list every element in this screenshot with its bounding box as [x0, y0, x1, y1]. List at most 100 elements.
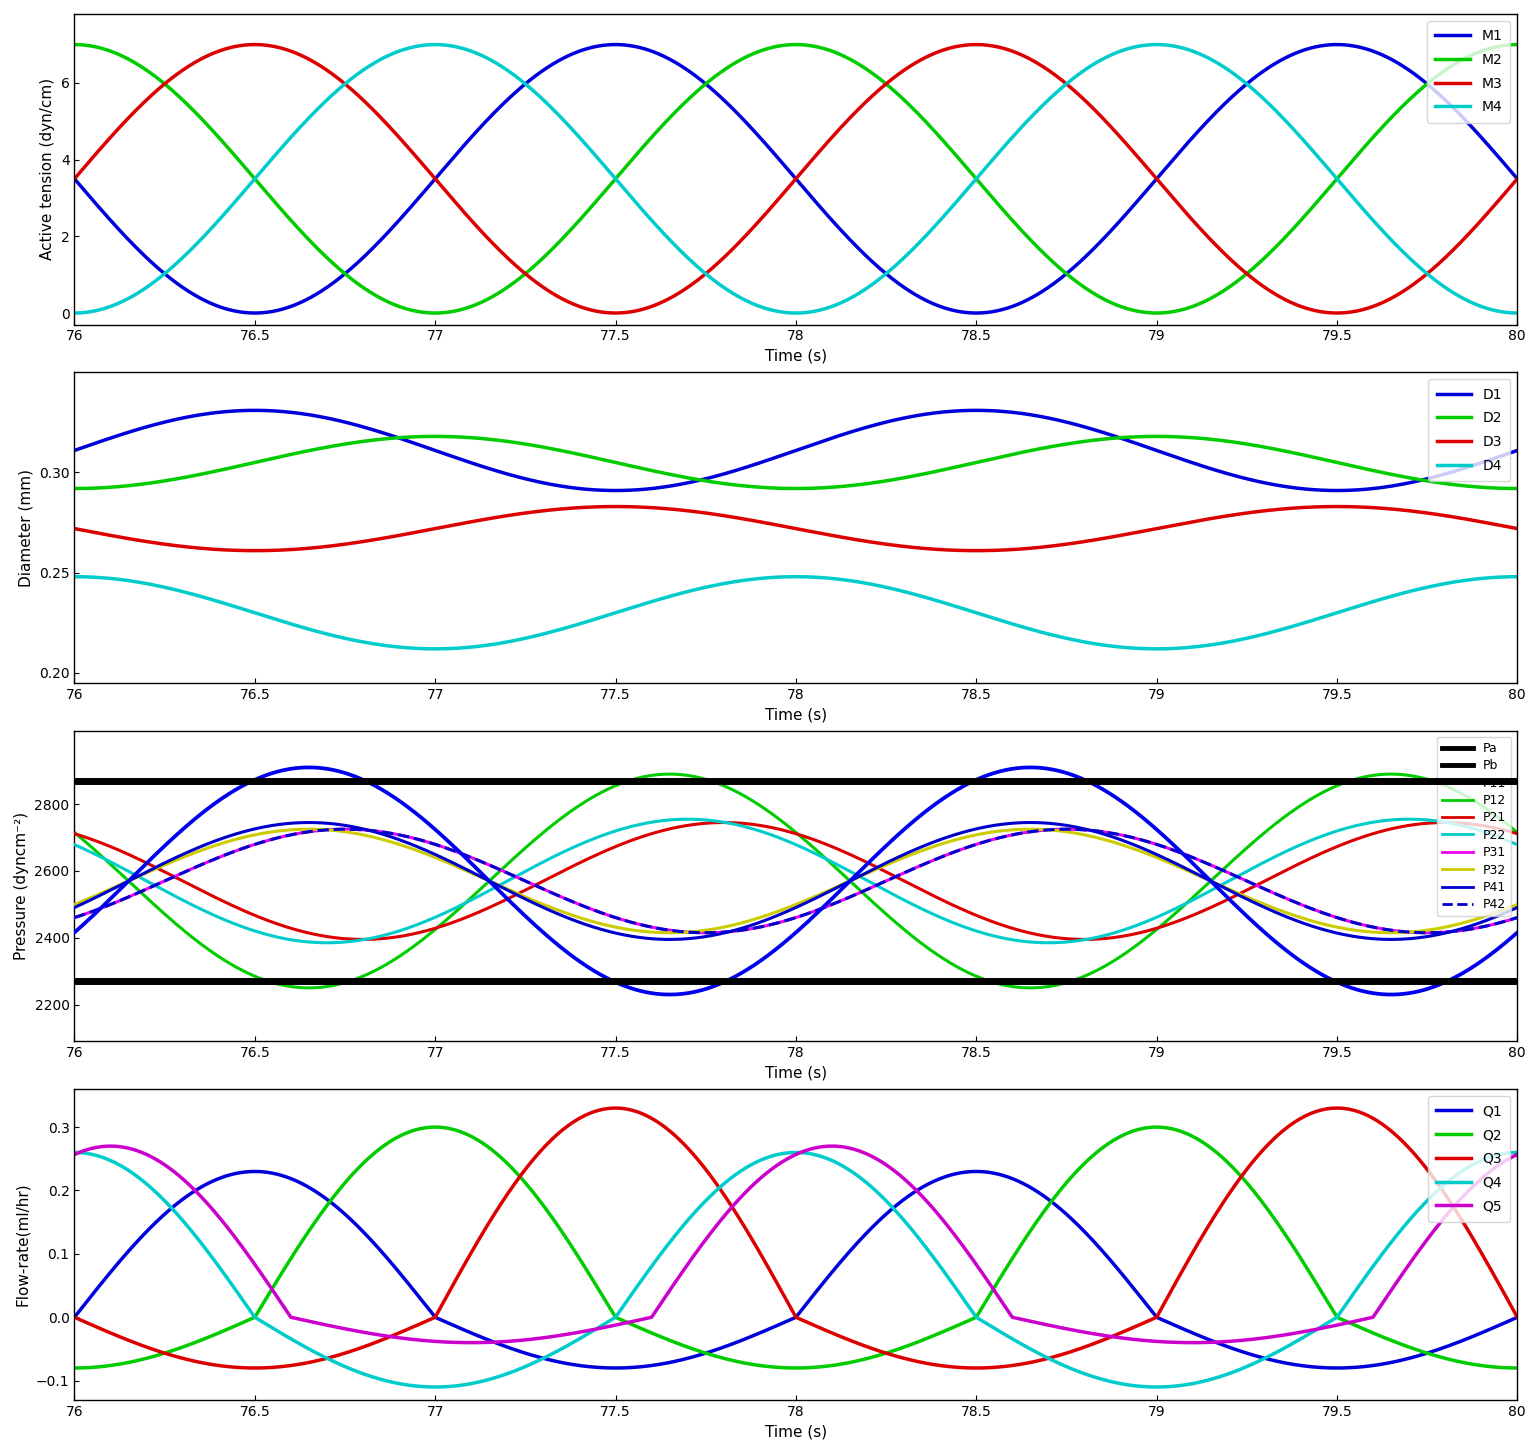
X-axis label: Time (s): Time (s): [765, 708, 827, 722]
D3: [930, 541, 949, 558]
Q2: [65, 1359, 83, 1376]
D2: [616, 456, 634, 474]
M2: [1004, 212, 1023, 230]
M4: [65, 304, 83, 321]
Q4: [65, 1144, 83, 1161]
Q5: [616, 1314, 634, 1331]
D1: [1004, 404, 1023, 421]
Line: M1: M1: [74, 45, 1517, 312]
M3: [328, 68, 346, 86]
Q2: [1004, 1248, 1023, 1266]
M1: [1143, 176, 1161, 193]
D2: [1004, 446, 1023, 464]
M1: [616, 36, 634, 54]
D2: [1143, 427, 1161, 445]
D2: [1252, 437, 1270, 455]
Legend: Pa, Pb, P11, P12, P21, P22, P31, P32, P41, P42: Pa, Pb, P11, P12, P21, P22, P31, P32, P4…: [1437, 737, 1511, 917]
M3: [1327, 304, 1346, 321]
D1: [245, 401, 263, 418]
Q2: [616, 1314, 634, 1331]
Q1: [616, 1359, 634, 1376]
Q4: [930, 1257, 949, 1274]
M4: [930, 212, 949, 230]
D1: [930, 404, 949, 421]
D3: [245, 542, 263, 559]
M4: [1508, 304, 1526, 321]
Legend: M1, M2, M3, M4: M1, M2, M3, M4: [1428, 20, 1511, 122]
D1: [1252, 474, 1270, 491]
Q2: [1508, 1359, 1526, 1376]
Line: Q4: Q4: [74, 1152, 1517, 1388]
Q5: [65, 1146, 83, 1164]
M4: [616, 182, 634, 199]
D3: [1508, 520, 1526, 538]
M3: [930, 42, 949, 60]
Q5: [1143, 1332, 1161, 1350]
M2: [427, 304, 445, 321]
X-axis label: Time (s): Time (s): [765, 1424, 827, 1438]
Line: M2: M2: [74, 45, 1517, 312]
M2: [930, 128, 949, 145]
D3: [1252, 503, 1270, 520]
D3: [1004, 541, 1023, 558]
D3: [1327, 498, 1346, 516]
Line: M4: M4: [74, 45, 1517, 312]
Q1: [245, 1162, 263, 1180]
Line: Q1: Q1: [74, 1171, 1517, 1367]
Q3: [616, 1100, 634, 1117]
Line: Q5: Q5: [74, 1146, 1517, 1343]
Q4: [427, 1379, 445, 1396]
D4: [1252, 626, 1270, 644]
M3: [1143, 164, 1161, 182]
D1: [1327, 482, 1346, 500]
Q2: [1252, 1191, 1270, 1209]
Q4: [1508, 1144, 1526, 1161]
M4: [1143, 36, 1161, 54]
M3: [1508, 170, 1526, 187]
M1: [328, 272, 346, 289]
M3: [65, 170, 83, 187]
D2: [328, 437, 346, 455]
Q3: [1004, 1357, 1023, 1375]
D3: [328, 536, 346, 554]
D3: [616, 498, 634, 516]
Q2: [930, 1324, 949, 1341]
Q1: [1252, 1348, 1270, 1366]
D2: [427, 427, 445, 445]
Y-axis label: Pressure (dyncm⁻²): Pressure (dyncm⁻²): [14, 812, 29, 960]
D1: [328, 411, 346, 429]
Legend: Q1, Q2, Q3, Q4, Q5: Q1, Q2, Q3, Q4, Q5: [1428, 1096, 1511, 1222]
M3: [1252, 276, 1270, 294]
Q4: [616, 1293, 634, 1311]
Line: D2: D2: [74, 436, 1517, 488]
D4: [427, 641, 445, 658]
D1: [1508, 442, 1526, 459]
Q4: [328, 1354, 346, 1372]
D3: [1143, 520, 1161, 538]
M4: [1252, 87, 1270, 105]
X-axis label: Time (s): Time (s): [765, 1065, 827, 1081]
M4: [1004, 128, 1023, 145]
Q4: [1252, 1351, 1270, 1369]
Q1: [328, 1199, 346, 1216]
M4: [328, 83, 346, 100]
Q1: [1508, 1309, 1526, 1327]
Q5: [1004, 1309, 1023, 1327]
Q3: [1143, 1311, 1161, 1328]
D2: [1508, 479, 1526, 497]
Line: D3: D3: [74, 507, 1517, 551]
M1: [1327, 36, 1346, 54]
Q5: [328, 1318, 346, 1335]
Q3: [65, 1309, 83, 1327]
D4: [1143, 641, 1161, 658]
D1: [616, 481, 634, 498]
Line: M3: M3: [74, 45, 1517, 312]
Q3: [1327, 1100, 1346, 1117]
Q1: [1004, 1170, 1023, 1187]
Q2: [328, 1184, 346, 1202]
D4: [65, 568, 83, 586]
Q4: [1143, 1379, 1161, 1396]
Y-axis label: Flow-rate(ml/hr): Flow-rate(ml/hr): [15, 1183, 31, 1306]
Q3: [1252, 1144, 1270, 1161]
M3: [616, 304, 634, 321]
